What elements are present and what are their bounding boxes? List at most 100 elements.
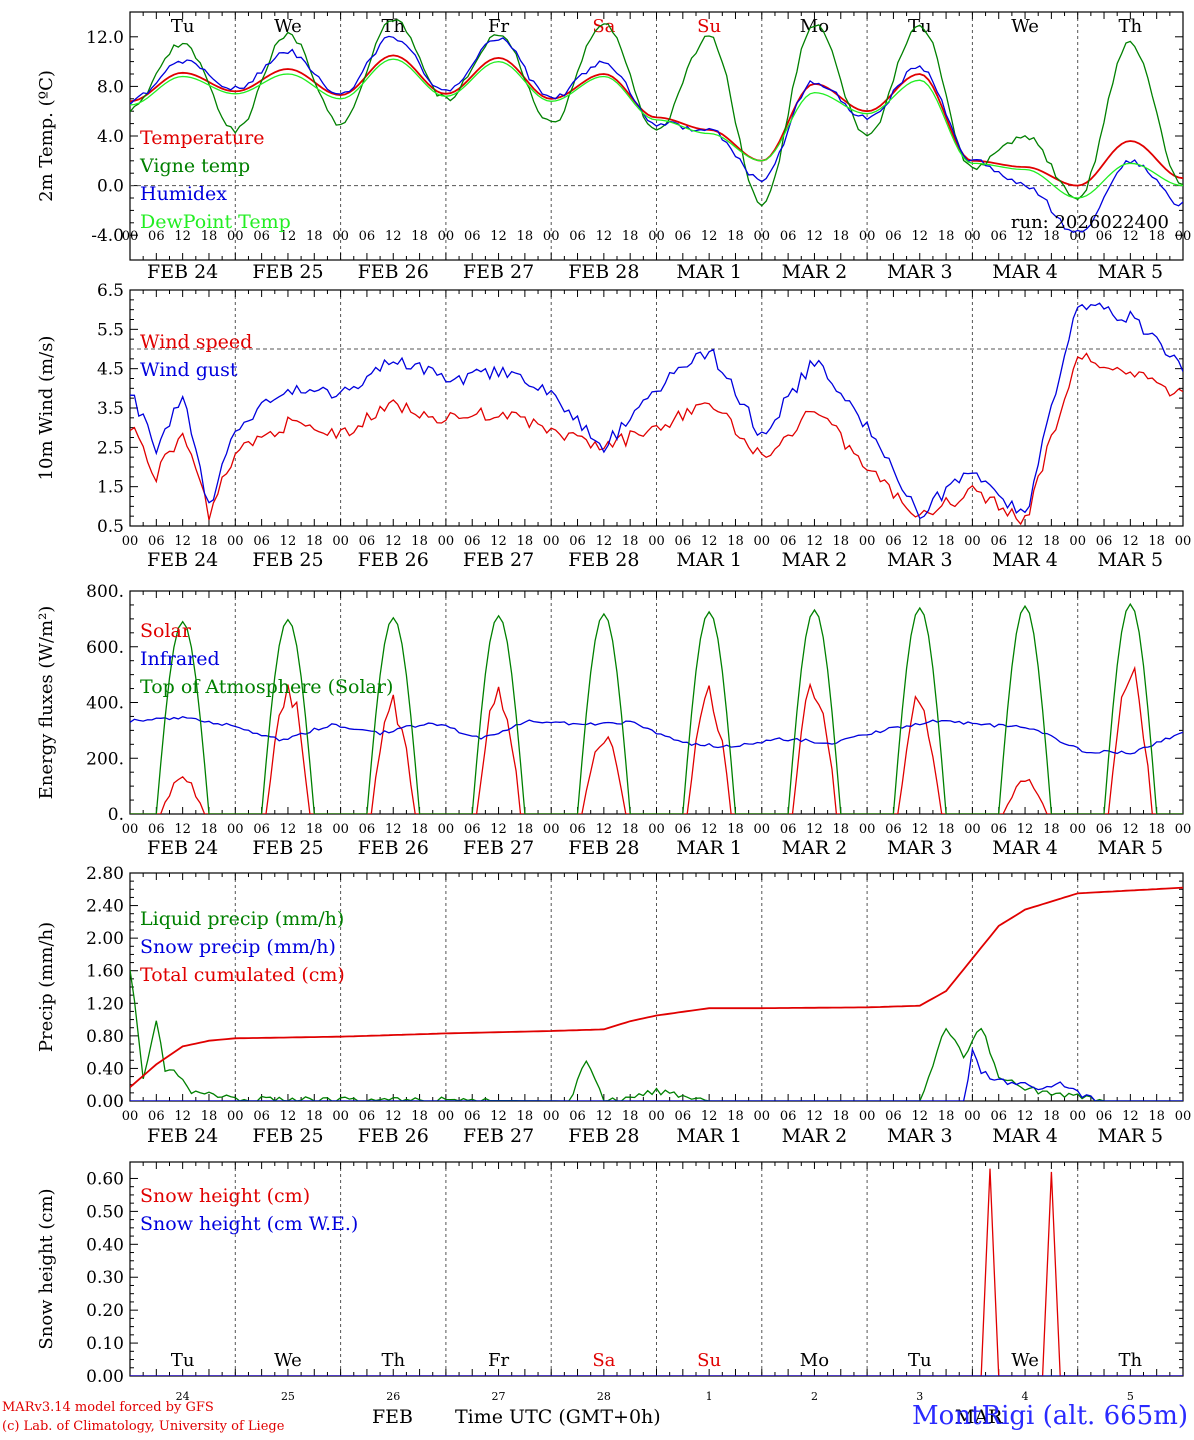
day-name-label: Th (381, 16, 405, 37)
hour-tick-label: 06 (990, 1109, 1007, 1124)
y-tick-label: 0.0 (97, 177, 124, 197)
legend-entry: Temperature (140, 127, 264, 149)
hour-tick-label: 06 (990, 534, 1007, 549)
series-group (130, 302, 1183, 526)
hour-tick-label: 12 (1122, 534, 1139, 549)
hour-tick-label: 18 (1148, 1109, 1165, 1124)
hour-tick-label: 12 (596, 534, 613, 549)
hour-tick-label: 18 (833, 229, 850, 244)
hour-tick-label: 18 (727, 229, 744, 244)
hour-tick-label: 18 (306, 822, 323, 837)
date-label: MAR 4 (992, 1125, 1058, 1147)
hour-tick-label: 18 (833, 534, 850, 549)
hour-tick-label: 18 (938, 534, 955, 549)
date-label: MAR 1 (676, 261, 742, 283)
day-number-label: 24 (176, 1390, 190, 1403)
series-line-temperature (130, 54, 1183, 187)
date-label: FEB 24 (147, 1125, 218, 1147)
hour-tick-label: 18 (938, 1109, 955, 1124)
hour-tick-label: 18 (1148, 534, 1165, 549)
date-label: MAR 2 (782, 261, 848, 283)
hour-tick-label: 18 (833, 822, 850, 837)
date-label: MAR 4 (992, 549, 1058, 571)
hour-tick-label: 00 (543, 229, 560, 244)
hour-tick-label: 06 (1096, 534, 1113, 549)
day-name-label: Sa (592, 16, 615, 37)
hour-tick-label: 12 (806, 1109, 823, 1124)
hour-tick-label: 06 (780, 822, 797, 837)
hour-tick-label: 12 (174, 822, 191, 837)
day-name-label: We (1011, 1350, 1039, 1371)
hour-tick-label: 12 (385, 534, 402, 549)
day-name-label: Sa (592, 1350, 615, 1371)
date-label: FEB 25 (252, 1125, 323, 1147)
hour-tick-label: 00 (754, 229, 771, 244)
date-label: FEB 25 (252, 261, 323, 283)
footer-month-feb: FEB (372, 1406, 414, 1428)
date-label: MAR 3 (887, 837, 953, 859)
hour-tick-label: 06 (148, 229, 165, 244)
hour-tick-label: 12 (911, 822, 928, 837)
date-label: FEB 25 (252, 549, 323, 571)
hour-tick-label: 00 (438, 534, 455, 549)
date-label: FEB 24 (147, 261, 218, 283)
hour-tick-label: 12 (1122, 1109, 1139, 1124)
hour-tick-label: 12 (174, 1109, 191, 1124)
hour-tick-label: 06 (675, 534, 692, 549)
y-tick-label: 4.0 (97, 127, 124, 147)
footer-lab-credit: (c) Lab. of Climatology, University of L… (2, 1419, 285, 1434)
hour-tick-label: 06 (253, 1109, 270, 1124)
y-tick-label: 2.80 (86, 864, 124, 884)
series-line-liquid-precip-mm-h- (130, 969, 1183, 1101)
y-tick-label: 4.5 (97, 360, 124, 380)
hour-tick-label: 12 (174, 534, 191, 549)
panel-energy: 0. 200. 400. 600. 800. Energy fluxes (W/m²) 00… (36, 582, 1191, 859)
date-label: MAR 1 (676, 1125, 742, 1147)
date-label: FEB 27 (463, 261, 534, 283)
series-group (130, 886, 1183, 1101)
series-line-wind-speed (130, 352, 1183, 526)
y-tick-label: 0.80 (86, 1027, 124, 1047)
hour-tick-label: 00 (122, 1109, 139, 1124)
footer-month-mar: MAR (955, 1406, 1003, 1428)
y-tick-label: 800. (86, 582, 124, 602)
series-line-total-cumulated-cm- (130, 886, 1183, 1088)
hour-tick-label: 06 (464, 822, 481, 837)
y-tick-label: 0.00 (86, 1092, 124, 1112)
hour-tick-label: 12 (701, 229, 718, 244)
panel-snow: 0.00 0.10 0.20 0.30 0.40 0.50 0.60 Snow height … (36, 1161, 1184, 1403)
hour-tick-label: 00 (543, 534, 560, 549)
day-name-label: Tu (908, 16, 932, 37)
hour-tick-label: 18 (1043, 229, 1060, 244)
hour-tick-label: 18 (622, 822, 639, 837)
date-label: FEB 28 (568, 549, 639, 571)
hour-tick-label: 12 (385, 229, 402, 244)
hour-tick-label: 06 (253, 534, 270, 549)
hour-tick-label: 00 (648, 822, 665, 837)
date-label: FEB 26 (358, 837, 429, 859)
hour-tick-label: 12 (701, 534, 718, 549)
hour-tick-label: 12 (911, 534, 928, 549)
hour-tick-label: 00 (438, 1109, 455, 1124)
day-number-label: 4 (1022, 1390, 1029, 1403)
y-tick-label: 2.5 (97, 438, 124, 458)
hour-tick-label: 18 (411, 822, 428, 837)
y-tick-label: 0. (108, 805, 124, 825)
hour-tick-label: 00 (964, 229, 981, 244)
hour-tick-label: 00 (122, 229, 139, 244)
hour-tick-label: 00 (1175, 1109, 1192, 1124)
hour-tick-label: 00 (227, 822, 244, 837)
date-label: MAR 1 (676, 549, 742, 571)
hour-tick-label: 12 (490, 1109, 507, 1124)
day-number-label: 26 (386, 1390, 400, 1403)
hour-tick-label: 12 (385, 822, 402, 837)
hour-tick-label: 18 (1043, 1109, 1060, 1124)
hour-tick-label: 00 (754, 534, 771, 549)
day-name-label: Th (1119, 16, 1143, 37)
hour-tick-label: 12 (1017, 822, 1034, 837)
series-line-dewpoint-temp (130, 58, 1183, 199)
y-axis-label: 10m Wind (m/s) (36, 336, 57, 481)
y-tick-label: 6.5 (97, 281, 124, 301)
hour-tick-label: 12 (806, 229, 823, 244)
hour-tick-label: 00 (332, 229, 349, 244)
